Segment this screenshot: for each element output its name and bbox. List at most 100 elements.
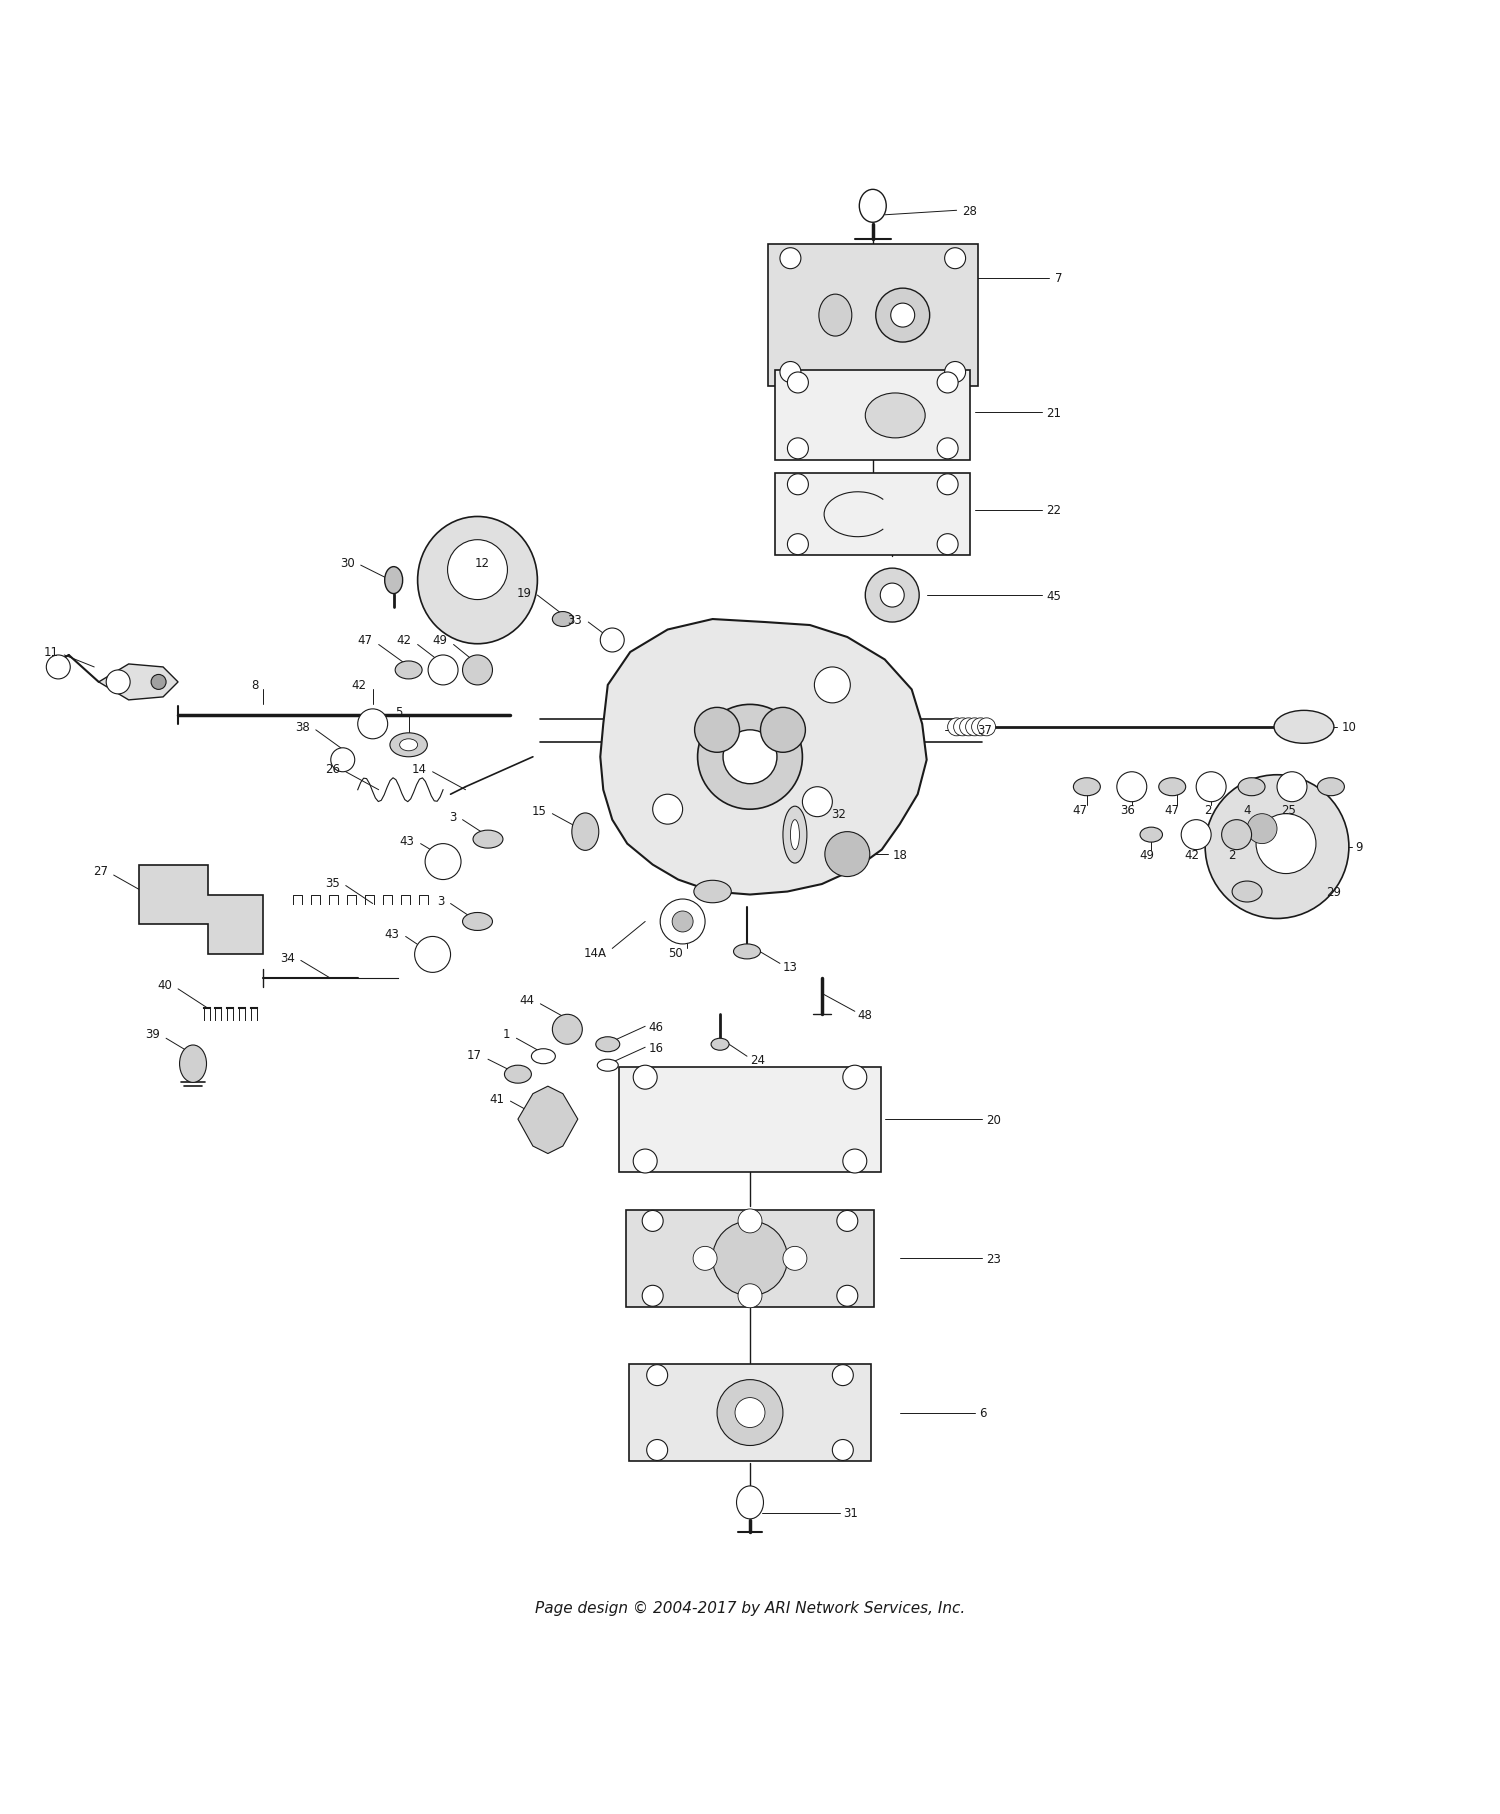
Text: 24: 24 [750, 1054, 765, 1067]
Polygon shape [140, 865, 264, 954]
Ellipse shape [399, 740, 417, 751]
Circle shape [1221, 820, 1251, 851]
Text: 49: 49 [1140, 849, 1155, 862]
Circle shape [424, 844, 460, 880]
Circle shape [825, 833, 870, 878]
Ellipse shape [390, 733, 427, 758]
Circle shape [876, 288, 930, 343]
Circle shape [802, 787, 832, 818]
Text: 45: 45 [1047, 590, 1062, 602]
Polygon shape [600, 620, 927, 894]
Circle shape [960, 718, 978, 736]
Circle shape [332, 749, 354, 773]
Circle shape [1246, 814, 1276, 844]
Ellipse shape [394, 662, 422, 680]
Text: 20: 20 [987, 1114, 1002, 1126]
Text: 10: 10 [1341, 720, 1356, 735]
Circle shape [633, 1150, 657, 1174]
Text: 18: 18 [892, 849, 908, 862]
Polygon shape [99, 664, 178, 700]
Ellipse shape [1074, 778, 1101, 796]
Circle shape [837, 1286, 858, 1306]
Text: 26: 26 [326, 764, 340, 776]
Text: 35: 35 [326, 876, 340, 889]
Text: 3: 3 [436, 894, 444, 907]
Circle shape [717, 1380, 783, 1446]
Text: 42: 42 [351, 678, 366, 691]
Ellipse shape [783, 807, 807, 863]
Circle shape [833, 1364, 854, 1386]
Circle shape [760, 707, 806, 753]
Text: Page design © 2004-2017 by ARI Network Services, Inc.: Page design © 2004-2017 by ARI Network S… [536, 1600, 964, 1614]
Text: 7: 7 [1056, 272, 1064, 285]
Ellipse shape [859, 190, 886, 223]
Circle shape [672, 911, 693, 932]
Ellipse shape [180, 1045, 207, 1083]
Ellipse shape [694, 882, 732, 903]
Ellipse shape [790, 820, 800, 851]
Ellipse shape [734, 945, 760, 960]
Ellipse shape [596, 1038, 619, 1052]
Circle shape [633, 1065, 657, 1090]
Text: 44: 44 [519, 994, 534, 1007]
Circle shape [788, 535, 808, 555]
Circle shape [1204, 775, 1348, 920]
Bar [628, 1364, 872, 1462]
Text: 30: 30 [340, 557, 354, 570]
Text: 21: 21 [1047, 406, 1062, 419]
Circle shape [462, 655, 492, 686]
Circle shape [693, 1246, 717, 1270]
Text: 34: 34 [280, 951, 296, 965]
Circle shape [735, 1399, 765, 1428]
Text: 2: 2 [1204, 804, 1212, 816]
Circle shape [837, 1210, 858, 1232]
Bar [768, 245, 978, 386]
Circle shape [843, 1150, 867, 1174]
Text: 16: 16 [648, 1041, 663, 1054]
Text: 32: 32 [831, 807, 846, 820]
Bar [776, 372, 970, 461]
Circle shape [152, 675, 166, 689]
Circle shape [843, 1065, 867, 1090]
Circle shape [833, 1440, 854, 1460]
Circle shape [948, 718, 966, 736]
Ellipse shape [865, 394, 926, 439]
Ellipse shape [736, 1486, 764, 1518]
Circle shape [938, 475, 958, 495]
Bar [627, 1210, 873, 1308]
Text: 47: 47 [357, 635, 372, 648]
Text: 12: 12 [474, 557, 489, 570]
Circle shape [646, 1364, 668, 1386]
Text: 23: 23 [987, 1252, 1002, 1264]
Text: 8: 8 [252, 678, 260, 691]
Ellipse shape [1238, 778, 1264, 796]
Circle shape [780, 363, 801, 383]
Text: 17: 17 [466, 1048, 482, 1061]
Circle shape [738, 1284, 762, 1308]
Text: 29: 29 [1326, 885, 1341, 898]
Circle shape [788, 475, 808, 495]
Ellipse shape [1317, 778, 1344, 796]
Ellipse shape [552, 611, 573, 628]
Circle shape [938, 439, 958, 459]
Ellipse shape [472, 831, 502, 849]
Circle shape [652, 795, 682, 825]
Circle shape [972, 718, 990, 736]
Ellipse shape [384, 568, 402, 595]
Text: 38: 38 [296, 720, 310, 735]
Polygon shape [518, 1087, 578, 1154]
Text: 40: 40 [158, 978, 172, 990]
Ellipse shape [572, 813, 598, 851]
Text: 43: 43 [399, 834, 414, 847]
Text: 50: 50 [668, 947, 682, 960]
Circle shape [978, 718, 996, 736]
Text: 19: 19 [516, 586, 531, 599]
Ellipse shape [711, 1039, 729, 1050]
Circle shape [694, 707, 740, 753]
Circle shape [552, 1014, 582, 1045]
Text: 43: 43 [386, 927, 399, 940]
Text: 11: 11 [44, 646, 58, 658]
Ellipse shape [531, 1048, 555, 1065]
Text: 42: 42 [1184, 849, 1198, 862]
Text: 14A: 14A [584, 947, 606, 960]
